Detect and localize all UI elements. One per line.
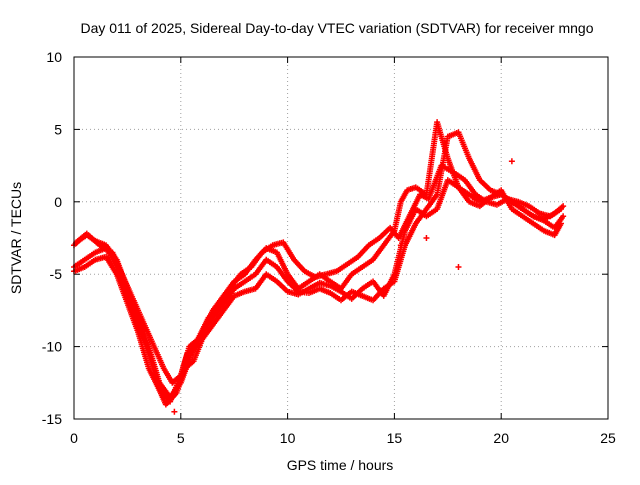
x-tick-label: 15 [387, 430, 403, 446]
y-tick-label: -5 [50, 266, 63, 282]
x-tick-label: 10 [280, 430, 296, 446]
y-tick-label: -15 [42, 411, 62, 427]
x-tick-label: 20 [493, 430, 509, 446]
data-point [397, 242, 404, 249]
data-point [558, 206, 565, 213]
y-tick-label: 0 [54, 194, 62, 210]
x-tick-label: 0 [70, 430, 78, 446]
y-tick-label: 5 [54, 121, 62, 137]
grid-lines [74, 57, 608, 419]
data-point [171, 408, 178, 415]
data-points [71, 119, 567, 415]
data-point [423, 235, 430, 241]
x-tick-label: 5 [177, 430, 185, 446]
y-axis-label: SDTVAR / TECUs [8, 182, 24, 294]
y-tick-label: 10 [46, 49, 62, 65]
plot-area-frame [73, 56, 609, 420]
chart-title: Day 011 of 2025, Sidereal Day-to-day VTE… [80, 20, 593, 36]
x-axis-label: GPS time / hours [287, 457, 394, 473]
data-point [455, 263, 462, 270]
x-tick-label: 25 [600, 430, 616, 446]
y-tick-label: -10 [42, 339, 62, 355]
data-point [508, 158, 515, 165]
data-point [558, 220, 565, 227]
axis-ticks: 0 5 10 15 20 25 -15 -10 -5 0 5 10 [42, 49, 616, 446]
data-point [560, 213, 567, 220]
